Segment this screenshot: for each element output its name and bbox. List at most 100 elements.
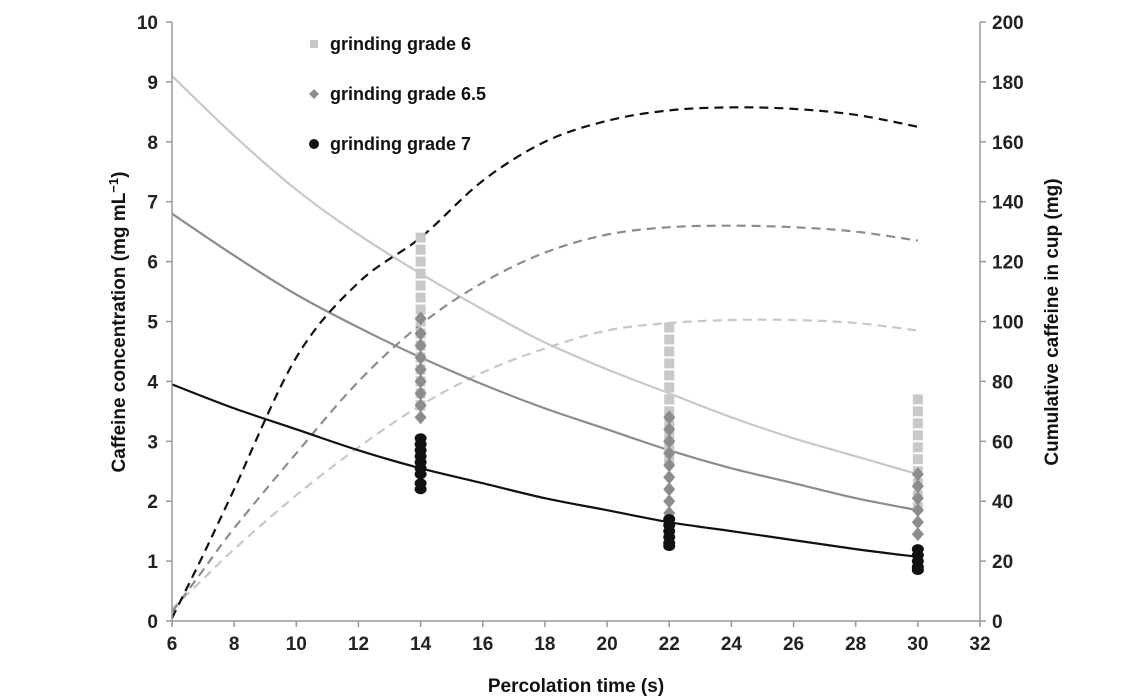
point-diamond (663, 446, 676, 461)
cumulative-curve-2 (171, 106, 919, 619)
point-square (912, 430, 923, 441)
x-tick-label: 10 (286, 634, 307, 655)
y2-tick-label: 40 (992, 492, 1013, 513)
x-tick-label: 28 (845, 634, 866, 655)
y-tick-label: 3 (147, 432, 158, 453)
point-diamond (414, 386, 427, 401)
y2-tick-label: 180 (992, 73, 1024, 94)
y2-axis-title: Cumulative caffeine in cup (mg) (1042, 178, 1063, 465)
point-square (664, 322, 675, 333)
point-circle (414, 484, 427, 495)
y-axis-title-close: ) (109, 172, 130, 178)
point-square (912, 406, 923, 417)
point-diamond (911, 503, 924, 518)
point-square (664, 394, 675, 405)
y2-tick-label: 160 (992, 133, 1024, 154)
y2-tick-label: 80 (992, 372, 1013, 393)
x-tick-label: 16 (472, 634, 493, 655)
y-tick-label: 7 (147, 193, 158, 214)
x-tick-label: 18 (534, 634, 555, 655)
x-tick-label: 30 (907, 634, 928, 655)
point-square (912, 454, 923, 465)
legend: grinding grade 6 grinding grade 6.5 grindi… (309, 34, 486, 154)
y-tick-label: 2 (147, 492, 158, 513)
point-diamond (414, 338, 427, 353)
y2-tick-label: 20 (992, 552, 1013, 573)
point-square (664, 358, 675, 369)
y-tick-label: 1 (147, 552, 158, 573)
point-square (664, 370, 675, 381)
x-tick-label: 24 (721, 634, 743, 655)
point-circle (663, 541, 676, 552)
point-diamond (414, 311, 427, 326)
point-diamond (414, 410, 427, 425)
point-diamond (911, 467, 924, 482)
y-tick-label: 8 (147, 133, 158, 154)
y2-tick-label: 0 (992, 612, 1003, 633)
point-square (415, 232, 426, 243)
point-diamond (414, 350, 427, 365)
concentration-curve-1 (171, 212, 919, 512)
point-diamond (414, 398, 427, 413)
y-tick-label: 4 (147, 372, 158, 393)
concentration-curve-0 (171, 75, 919, 476)
cumulative-curve-1 (171, 224, 918, 613)
y-axis-title-sup: −1 (106, 178, 121, 193)
point-square (415, 280, 426, 291)
point-circle (911, 565, 924, 576)
point-diamond (911, 479, 924, 494)
point-diamond (911, 491, 924, 506)
point-square (912, 442, 923, 453)
cumulative-curve-0 (171, 318, 918, 610)
point-square (912, 418, 923, 429)
y-tick-label: 0 (147, 612, 158, 633)
point-diamond (414, 374, 427, 389)
x-tick-label: 12 (348, 634, 369, 655)
y-tick-label: 9 (147, 73, 158, 94)
x-tick-label: 22 (659, 634, 680, 655)
point-square (664, 334, 675, 345)
y2-tick-label: 120 (992, 253, 1024, 274)
legend-marker-square (310, 40, 318, 48)
y2-tick-label: 200 (992, 13, 1024, 34)
point-square (664, 346, 675, 357)
point-square (415, 268, 426, 279)
point-diamond (911, 527, 924, 542)
x-tick-label: 14 (410, 634, 432, 655)
legend-label: grinding grade 7 (330, 134, 471, 154)
point-diamond (663, 458, 676, 473)
y2-tick-label: 60 (992, 432, 1013, 453)
point-square (415, 256, 426, 267)
point-square (415, 292, 426, 303)
ticks-layer: 6 8 10 12 14 16 18 20 22 24 26 28 30 3201234567891002… (137, 13, 1024, 655)
y2-tick-label: 140 (992, 193, 1024, 214)
point-diamond (663, 422, 676, 437)
x-tick-label: 20 (597, 634, 618, 655)
point-square (912, 394, 923, 405)
point-square (415, 244, 426, 255)
point-diamond (663, 494, 676, 509)
x-tick-label: 8 (229, 634, 240, 655)
legend-label: grinding grade 6 (330, 34, 471, 54)
point-diamond (663, 410, 676, 425)
y2-tick-label: 100 (992, 313, 1024, 334)
y-tick-label: 10 (137, 13, 158, 34)
point-diamond (663, 470, 676, 485)
legend-marker-diamond (309, 89, 319, 99)
curves-layer (171, 75, 919, 619)
point-diamond (911, 515, 924, 530)
legend-label: grinding grade 6.5 (330, 84, 486, 104)
x-tick-label: 26 (783, 634, 804, 655)
point-diamond (663, 434, 676, 449)
point-diamond (663, 482, 676, 497)
y-axis-title: Caffeine concentration (mg mL−1) (106, 172, 131, 473)
y-tick-label: 5 (147, 313, 158, 334)
y-axis-title-main: Caffeine concentration (mg mL (109, 192, 130, 472)
point-diamond (414, 362, 427, 377)
points-layer (414, 232, 924, 576)
point-circle (414, 469, 427, 480)
point-diamond (414, 326, 427, 341)
x-tick-label: 32 (969, 634, 990, 655)
concentration-curve-2 (171, 383, 918, 558)
